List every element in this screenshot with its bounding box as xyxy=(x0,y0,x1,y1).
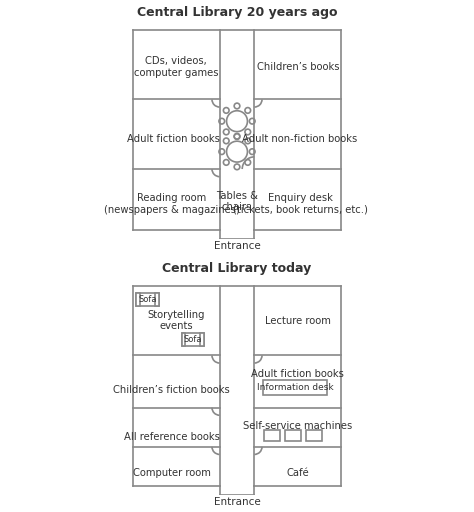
Bar xyxy=(306,431,322,441)
Text: CDs, videos,
computer games: CDs, videos, computer games xyxy=(134,56,219,78)
Text: Enquiry desk
(tickets, book returns, etc.): Enquiry desk (tickets, book returns, etc… xyxy=(233,193,367,215)
Text: Entrance: Entrance xyxy=(214,497,260,507)
Bar xyxy=(136,293,159,307)
Bar xyxy=(182,333,204,346)
Text: Children’s books: Children’s books xyxy=(256,62,339,72)
Text: Adult fiction books: Adult fiction books xyxy=(128,134,220,143)
Text: All reference books: All reference books xyxy=(124,432,219,442)
Text: Café: Café xyxy=(287,468,310,478)
Text: Storytelling
events: Storytelling events xyxy=(147,310,205,331)
Bar xyxy=(155,293,159,307)
Text: Information desk: Information desk xyxy=(257,383,334,392)
Title: Central Library today: Central Library today xyxy=(163,262,311,274)
Text: Children’s fiction books: Children’s fiction books xyxy=(113,385,230,395)
FancyBboxPatch shape xyxy=(263,380,327,395)
Bar xyxy=(136,293,140,307)
Text: Sofa: Sofa xyxy=(184,335,202,344)
Text: Self-service machines: Self-service machines xyxy=(243,421,353,431)
Bar xyxy=(264,431,280,441)
Text: Tables &
chairs: Tables & chairs xyxy=(216,191,258,212)
Text: Computer room: Computer room xyxy=(133,468,210,478)
Text: Entrance: Entrance xyxy=(214,241,260,251)
Text: Adult fiction books: Adult fiction books xyxy=(252,369,344,379)
Text: Lecture room: Lecture room xyxy=(265,315,331,326)
Text: Sofa: Sofa xyxy=(138,295,156,305)
Title: Central Library 20 years ago: Central Library 20 years ago xyxy=(137,6,337,18)
Bar xyxy=(285,431,301,441)
Text: Adult non-fiction books: Adult non-fiction books xyxy=(243,134,358,143)
Bar xyxy=(182,333,185,346)
Bar xyxy=(201,333,204,346)
Text: Reading room
(newspapers & magazines): Reading room (newspapers & magazines) xyxy=(104,193,240,215)
